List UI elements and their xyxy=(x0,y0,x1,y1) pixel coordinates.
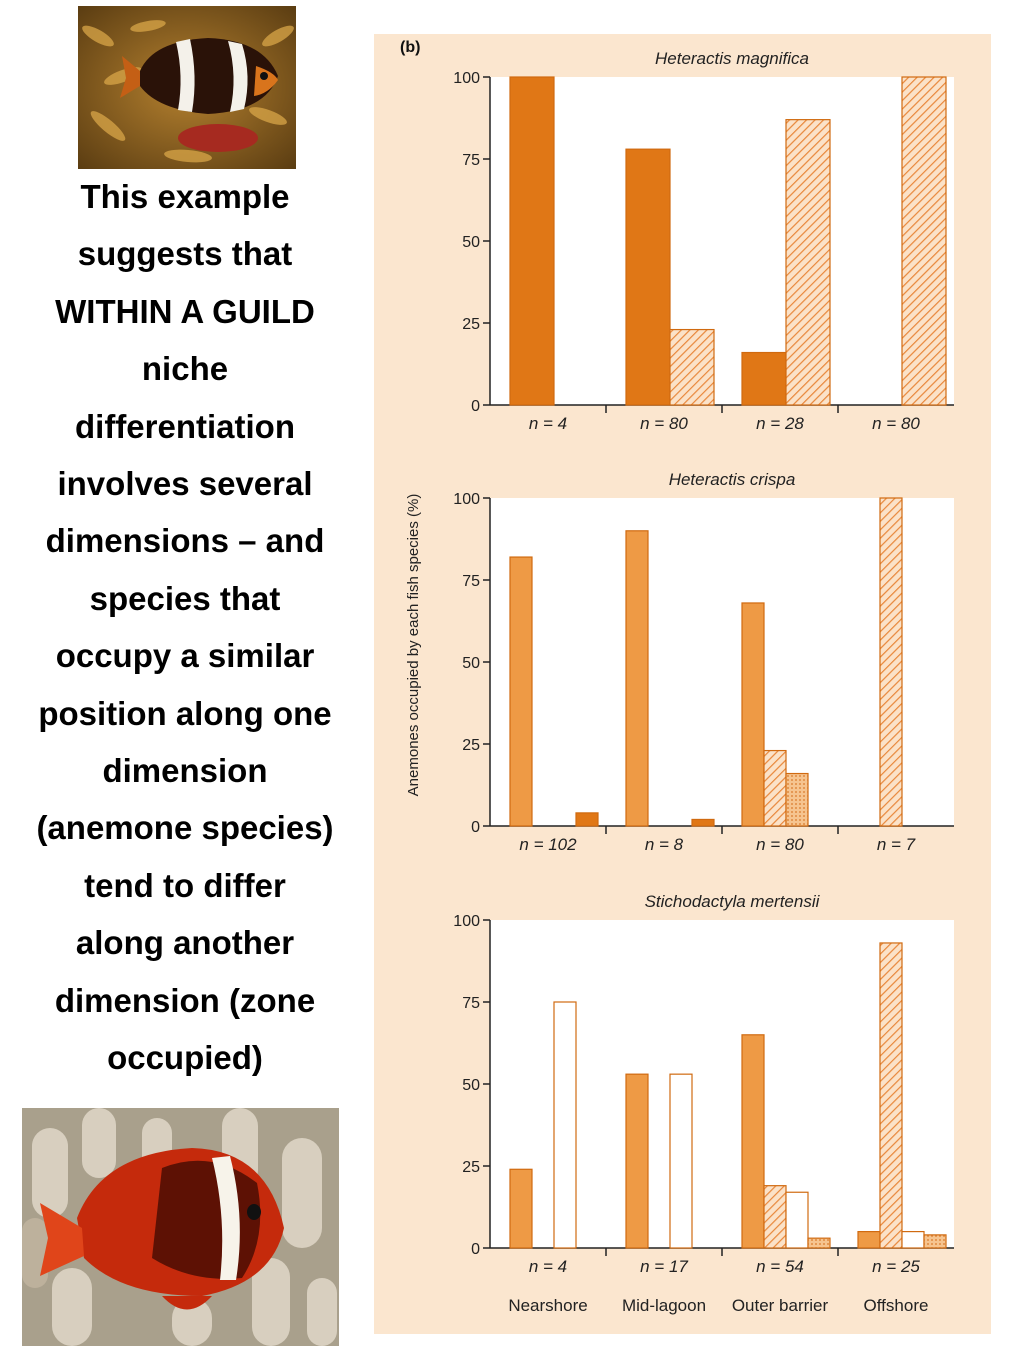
bar xyxy=(879,942,903,1249)
bar xyxy=(741,1034,765,1249)
caption-line: occupy a similar xyxy=(55,637,315,675)
n-label: n = 4 xyxy=(529,1257,567,1276)
caption-line: dimensions – and xyxy=(45,522,325,560)
y-tick-label: 50 xyxy=(462,1077,480,1094)
y-tick-label: 75 xyxy=(462,995,480,1012)
caption-line: tend to differ xyxy=(84,866,286,904)
y-tick-label: 25 xyxy=(462,316,480,333)
bar xyxy=(879,497,903,827)
chart-panel xyxy=(483,497,954,834)
n-label: n = 80 xyxy=(872,414,920,433)
figure-panel: (b) Anemones occupied by each fish specie… xyxy=(374,34,991,1334)
y-tick-label: 100 xyxy=(453,913,480,930)
y-tick-label: 50 xyxy=(462,234,480,251)
n-label: n = 7 xyxy=(877,835,916,854)
plot-area xyxy=(490,498,954,826)
bar xyxy=(691,818,715,827)
n-label: n = 28 xyxy=(756,414,804,433)
bar xyxy=(741,351,787,406)
caption-line: species that xyxy=(89,579,281,617)
bar xyxy=(625,1073,649,1249)
bar xyxy=(741,602,765,827)
panel-title: Heteractis crispa xyxy=(669,470,796,489)
y-tick-label: 50 xyxy=(462,655,480,672)
caption-line: dimension xyxy=(102,752,268,790)
n-label: n = 4 xyxy=(529,414,567,433)
panel-title: Heteractis magnifica xyxy=(655,49,809,68)
caption-line: along another xyxy=(75,924,295,962)
bar xyxy=(785,119,831,406)
y-tick-label: 25 xyxy=(462,1159,480,1176)
n-label: n = 102 xyxy=(519,835,577,854)
bar xyxy=(625,148,671,406)
zone-label: Nearshore xyxy=(508,1296,587,1315)
bar xyxy=(575,812,599,827)
caption-text: This example suggests that WITHIN A GUILD n… xyxy=(20,168,350,1087)
n-label: n = 80 xyxy=(756,835,804,854)
caption-line: niche xyxy=(141,350,229,388)
n-label: n = 25 xyxy=(872,1257,920,1276)
caption-line: position along one xyxy=(38,694,332,732)
caption-line: dimension (zone xyxy=(54,981,316,1019)
caption-line: WITHIN A GUILD xyxy=(55,292,315,330)
bar xyxy=(763,749,787,827)
caption-line: (anemone species) xyxy=(36,809,334,847)
y-tick-label: 75 xyxy=(462,152,480,169)
bar xyxy=(625,530,649,827)
clownfish-photo-bottom xyxy=(22,1108,339,1346)
bar xyxy=(669,328,715,406)
bar xyxy=(509,556,533,827)
bar xyxy=(785,1191,809,1249)
bar xyxy=(785,772,809,827)
clownfish-photo-top xyxy=(78,6,296,169)
n-label: n = 17 xyxy=(640,1257,688,1276)
bar xyxy=(553,1001,577,1249)
bar xyxy=(901,76,947,406)
bar xyxy=(763,1185,787,1249)
y-axis-label: Anemones occupied by each fish species (… xyxy=(405,494,422,797)
caption-line: differentiation xyxy=(75,407,295,445)
y-tick-label: 25 xyxy=(462,737,480,754)
y-tick-label: 100 xyxy=(453,70,480,87)
y-tick-label: 0 xyxy=(471,398,480,415)
bar xyxy=(901,1230,925,1249)
bar xyxy=(807,1237,831,1249)
bar xyxy=(509,1168,533,1249)
panel-title: Stichodactyla mertensii xyxy=(645,892,821,911)
y-tick-label: 0 xyxy=(471,819,480,836)
zone-label: Offshore xyxy=(864,1296,929,1315)
zone-label: Outer barrier xyxy=(732,1296,829,1315)
figure-label: (b) xyxy=(400,39,420,56)
bar xyxy=(509,76,555,406)
caption-line: involves several xyxy=(57,465,313,503)
caption-line: suggests that xyxy=(77,235,293,273)
plot-area xyxy=(490,77,954,405)
y-tick-label: 100 xyxy=(453,491,480,508)
y-tick-label: 75 xyxy=(462,573,480,590)
chart-panel xyxy=(483,919,954,1256)
bar xyxy=(857,1230,881,1249)
n-label: n = 54 xyxy=(756,1257,804,1276)
caption-line: occupied) xyxy=(107,1039,263,1077)
bar-chart-figure: (b) Anemones occupied by each fish specie… xyxy=(400,39,954,1315)
caption-line: This example xyxy=(80,178,290,215)
bar xyxy=(923,1234,947,1249)
zone-label: Mid-lagoon xyxy=(622,1296,706,1315)
y-tick-label: 0 xyxy=(471,1241,480,1258)
n-label: n = 80 xyxy=(640,414,688,433)
bar xyxy=(669,1073,693,1249)
chart-panel xyxy=(483,76,954,413)
n-label: n = 8 xyxy=(645,835,684,854)
